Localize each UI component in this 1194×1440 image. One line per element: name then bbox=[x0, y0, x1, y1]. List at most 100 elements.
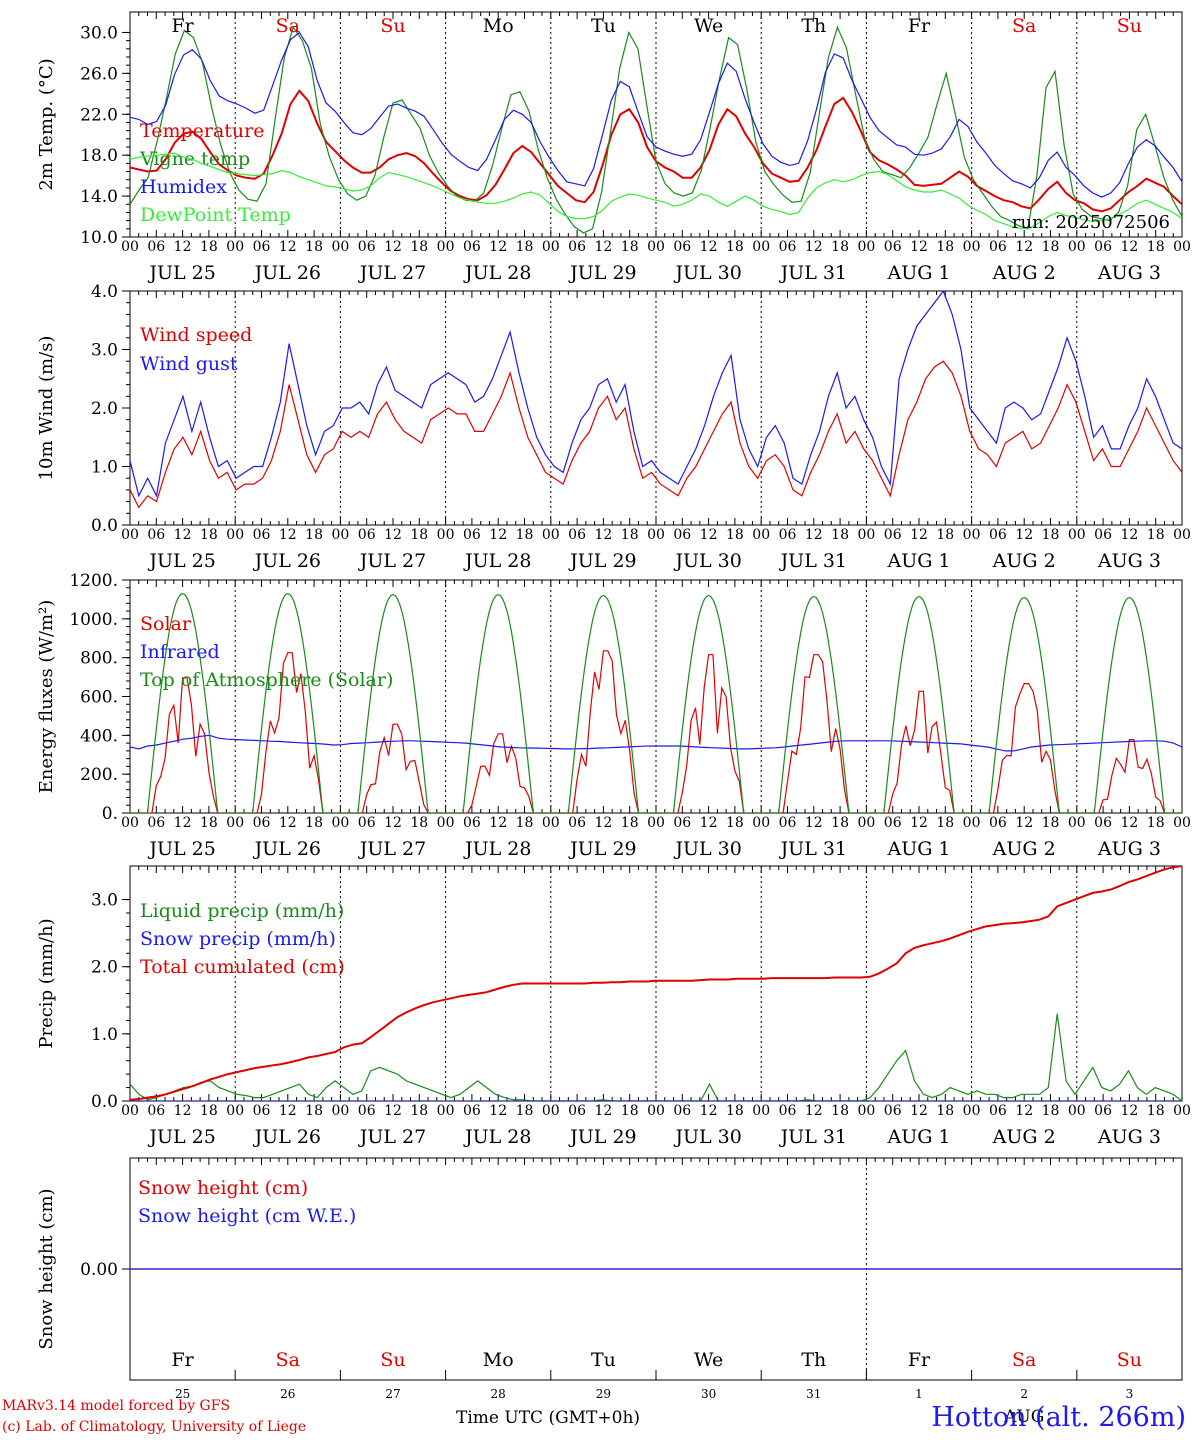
day-number: 2 bbox=[1020, 1387, 1028, 1401]
weekday-label: Tu bbox=[591, 15, 616, 37]
hour-tick-label: 12 bbox=[805, 527, 823, 543]
weekday-label: Su bbox=[1117, 15, 1142, 37]
weekday-label: Sa bbox=[276, 1349, 300, 1371]
hour-tick-label: 06 bbox=[673, 239, 691, 255]
y-tick-label: 800. bbox=[80, 649, 118, 669]
day-label: AUG 3 bbox=[1097, 550, 1161, 572]
weekday-label: Sa bbox=[1012, 15, 1036, 37]
hour-tick-label: 12 bbox=[174, 239, 192, 255]
hour-tick-label: 06 bbox=[568, 239, 586, 255]
hour-tick-label: 06 bbox=[1094, 815, 1112, 831]
hour-tick-label: 00 bbox=[121, 239, 139, 255]
hour-tick-label: 00 bbox=[226, 815, 244, 831]
hour-tick-label: 12 bbox=[910, 527, 928, 543]
day-label: JUL 26 bbox=[253, 838, 321, 860]
hour-tick-label: 06 bbox=[463, 527, 481, 543]
y-tick-label: 0.00 bbox=[80, 1260, 118, 1280]
hour-tick-label: 06 bbox=[884, 1103, 902, 1119]
hour-tick-label: 18 bbox=[726, 527, 744, 543]
hour-tick-label: 00 bbox=[963, 239, 981, 255]
series-line-top-of-atmosphere-solar- bbox=[130, 592, 1182, 813]
hour-tick-label: 18 bbox=[305, 1103, 323, 1119]
hour-tick-label: 12 bbox=[279, 1103, 297, 1119]
hour-tick-label: 18 bbox=[831, 239, 849, 255]
hour-tick-label: 18 bbox=[305, 815, 323, 831]
hour-tick-label: 06 bbox=[253, 239, 271, 255]
day-number: 3 bbox=[1126, 1387, 1134, 1401]
hour-tick-label: 12 bbox=[384, 1103, 402, 1119]
hour-tick-label: 06 bbox=[779, 527, 797, 543]
legend-entry: Snow height (cm) bbox=[138, 1177, 308, 1199]
y-axis-title: 2m Temp. (°C) bbox=[36, 58, 57, 190]
hour-tick-label: 18 bbox=[1042, 1103, 1060, 1119]
hour-tick-label: 18 bbox=[1042, 815, 1060, 831]
hour-tick-label: 18 bbox=[516, 239, 534, 255]
hour-tick-label: 12 bbox=[700, 527, 718, 543]
hour-tick-label: 00 bbox=[1068, 239, 1086, 255]
hour-tick-label: 18 bbox=[410, 815, 428, 831]
hour-tick-label: 06 bbox=[253, 527, 271, 543]
hour-tick-label: 18 bbox=[936, 527, 954, 543]
hour-tick-label: 06 bbox=[673, 1103, 691, 1119]
weekday-label: Su bbox=[1117, 1349, 1142, 1371]
hour-tick-label: 12 bbox=[700, 239, 718, 255]
hour-tick-label: 00 bbox=[542, 1103, 560, 1119]
hour-tick-label: 18 bbox=[305, 239, 323, 255]
hour-tick-label: 06 bbox=[673, 815, 691, 831]
hour-tick-label: 18 bbox=[621, 815, 639, 831]
hour-tick-label: 18 bbox=[831, 1103, 849, 1119]
station-label: Hotton (alt. 266m) bbox=[931, 1402, 1186, 1433]
y-tick-label: 22.0 bbox=[80, 105, 118, 125]
hour-tick-label: 18 bbox=[936, 1103, 954, 1119]
day-label: JUL 28 bbox=[463, 550, 531, 572]
hour-tick-label: 12 bbox=[1120, 815, 1138, 831]
day-label: AUG 3 bbox=[1097, 262, 1161, 284]
y-tick-label: 600. bbox=[80, 688, 118, 708]
day-number: 27 bbox=[385, 1387, 400, 1401]
hour-tick-label: 12 bbox=[489, 1103, 507, 1119]
day-label: JUL 28 bbox=[463, 262, 531, 284]
hour-tick-label: 12 bbox=[1015, 527, 1033, 543]
series-line-total-cumulated-cm- bbox=[130, 866, 1182, 1101]
day-label: JUL 29 bbox=[568, 550, 636, 572]
y-tick-label: 1000. bbox=[69, 610, 118, 630]
day-label: JUL 26 bbox=[253, 550, 321, 572]
day-label: JUL 29 bbox=[568, 838, 636, 860]
hour-tick-label: 12 bbox=[805, 239, 823, 255]
series-line-humidex bbox=[130, 31, 1182, 198]
hour-tick-label: 06 bbox=[253, 1103, 271, 1119]
hour-tick-label: 06 bbox=[358, 239, 376, 255]
hour-tick-label: 00 bbox=[647, 815, 665, 831]
hour-tick-label: 00 bbox=[1173, 815, 1191, 831]
hour-tick-label: 12 bbox=[594, 239, 612, 255]
day-label: JUL 28 bbox=[463, 838, 531, 860]
hour-tick-label: 00 bbox=[437, 815, 455, 831]
legend-entry: Wind speed bbox=[140, 324, 252, 346]
day-label: JUL 27 bbox=[358, 262, 426, 284]
hour-tick-label: 00 bbox=[1068, 815, 1086, 831]
hour-tick-label: 18 bbox=[1147, 815, 1165, 831]
hour-tick-label: 00 bbox=[647, 1103, 665, 1119]
hour-tick-label: 06 bbox=[779, 239, 797, 255]
hour-tick-label: 12 bbox=[594, 1103, 612, 1119]
hour-tick-label: 06 bbox=[989, 1103, 1007, 1119]
hour-tick-label: 06 bbox=[358, 815, 376, 831]
day-label: AUG 2 bbox=[992, 1126, 1056, 1148]
legend-entry: Snow height (cm W.E.) bbox=[138, 1205, 356, 1227]
hour-tick-label: 00 bbox=[1068, 527, 1086, 543]
hour-tick-label: 06 bbox=[1094, 1103, 1112, 1119]
hour-tick-label: 18 bbox=[410, 527, 428, 543]
hour-tick-label: 00 bbox=[1068, 1103, 1086, 1119]
hour-tick-label: 12 bbox=[279, 815, 297, 831]
y-tick-label: 4.0 bbox=[91, 282, 118, 302]
hour-tick-label: 06 bbox=[253, 815, 271, 831]
weekday-label: Su bbox=[380, 15, 405, 37]
hour-tick-label: 12 bbox=[174, 527, 192, 543]
hour-tick-label: 06 bbox=[568, 815, 586, 831]
legend-entry: Wind gust bbox=[140, 353, 238, 375]
hour-tick-label: 18 bbox=[516, 527, 534, 543]
hour-tick-label: 06 bbox=[779, 815, 797, 831]
day-label: JUL 28 bbox=[463, 1126, 531, 1148]
weekday-label: Sa bbox=[1012, 1349, 1036, 1371]
hour-tick-label: 12 bbox=[489, 239, 507, 255]
